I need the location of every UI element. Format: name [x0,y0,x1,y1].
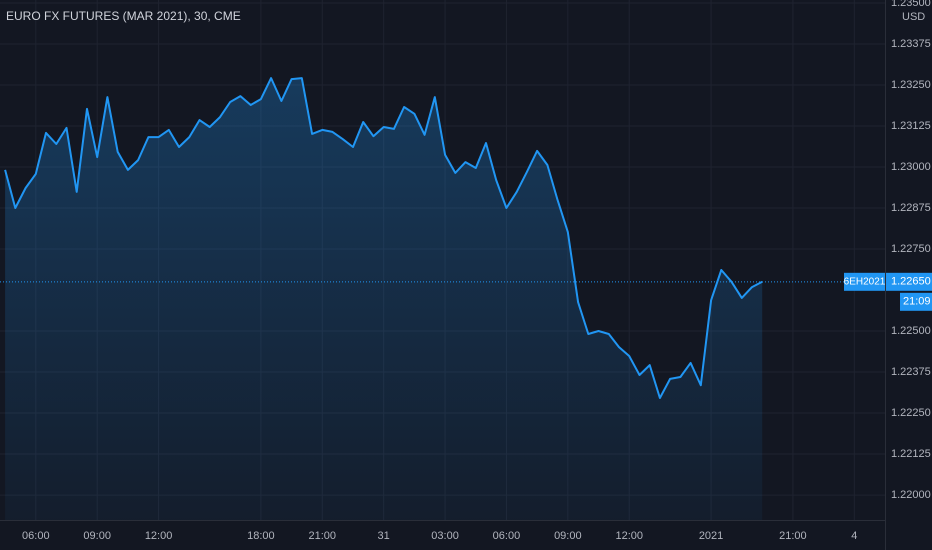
x-tick-label: 4 [851,530,857,542]
chart-title: EURO FX FUTURES (MAR 2021), 30, CME [6,9,241,23]
price-badge [886,272,932,291]
x-tick-label: 06:00 [493,530,521,542]
currency: USD [902,11,925,23]
x-tick-label: 09:00 [83,530,111,542]
area-fill [5,78,763,520]
x-tick-label: 2021 [699,530,723,542]
y-tick-label: 1.23000 [891,161,931,173]
y-tick-label: 1.22250 [891,407,931,419]
y-tick-label: 1.23250 [891,79,931,91]
x-tick-label: 06:00 [22,530,50,542]
x-tick-label: 31 [378,530,390,542]
y-tick-label: 1.23125 [891,120,931,132]
y-tick-label: 1.22000 [891,489,931,501]
symbol-label: 6EH2021 [844,276,886,287]
x-tick-label: 21:00 [309,530,337,542]
price-label: 1.22650 [891,276,931,288]
x-tick-label: 03:00 [431,530,459,542]
price-line [4,77,763,399]
x-tick-label: 12:00 [615,530,643,542]
y-tick-label: 1.22125 [891,448,931,460]
y-tick-label: 1.23375 [891,38,931,50]
y-tick-label: 1.23500 [891,0,931,9]
x-tick-label: 21:00 [779,530,807,542]
y-tick-label: 1.22500 [891,325,931,337]
y-tick-label: 1.22750 [891,243,931,255]
x-tick-label: 09:00 [554,530,582,542]
y-tick-label: 1.22375 [891,366,931,378]
time-badge [900,292,932,311]
x-tick-label: 12:00 [145,530,173,542]
y-tick-label: 1.22875 [891,202,931,214]
x-tick-label: 18:00 [247,530,275,542]
symbol-badge [844,272,885,291]
time-label: 21:09 [903,296,931,308]
